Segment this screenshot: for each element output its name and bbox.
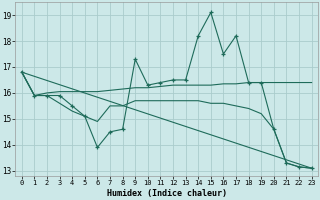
- X-axis label: Humidex (Indice chaleur): Humidex (Indice chaleur): [107, 189, 227, 198]
